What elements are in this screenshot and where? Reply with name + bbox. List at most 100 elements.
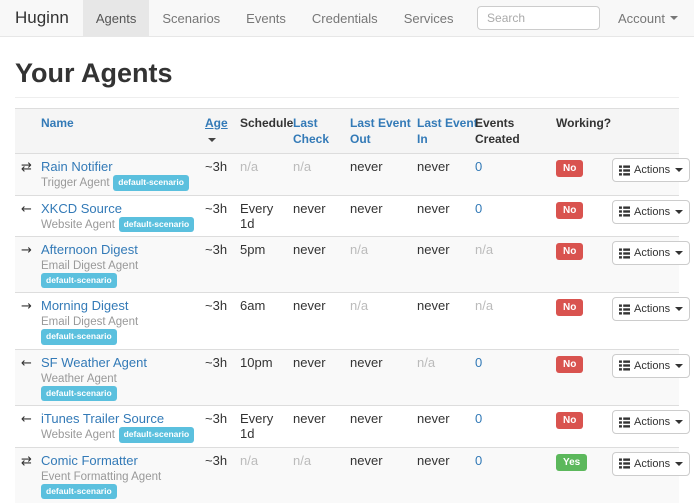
- nav-item-services[interactable]: Services: [403, 10, 454, 26]
- last-event-in-value: never: [417, 242, 450, 257]
- events-created-link[interactable]: 0: [475, 354, 483, 370]
- th-list-icon: [619, 304, 630, 315]
- agent-name-link[interactable]: Afternoon Digest: [41, 242, 138, 257]
- last-check-cell: never: [287, 405, 344, 448]
- arrow-right-icon: →: [21, 299, 32, 315]
- nav-item-agents[interactable]: Agents: [82, 0, 150, 36]
- agent-name-link[interactable]: Comic Formatter: [41, 452, 138, 468]
- search-input[interactable]: [477, 6, 601, 30]
- agent-type-line: Email Digest Agent default-scenario: [41, 258, 196, 289]
- th-list-icon: [619, 247, 630, 259]
- scenario-badge[interactable]: default-scenario: [41, 483, 117, 500]
- brand-link[interactable]: Huginn: [15, 8, 69, 27]
- working-cell: No: [550, 348, 610, 406]
- scenario-badge[interactable]: default-scenario: [113, 175, 189, 191]
- agent-name-link[interactable]: iTunes Trailer Source: [41, 411, 165, 427]
- agent-type-line: Trigger Agent default-scenario: [41, 175, 196, 191]
- name-cell: XKCD Source Website Agent default-scenari…: [35, 194, 199, 237]
- last-check-cell: never: [287, 194, 344, 237]
- actions-button[interactable]: Actions: [612, 410, 691, 435]
- arrow-left-icon: ←: [21, 201, 32, 217]
- th-list-icon: [619, 417, 630, 428]
- actions-button[interactable]: Actions: [612, 199, 691, 224]
- scenario-badge[interactable]: default-scenario: [41, 385, 117, 402]
- actions-button-label: Actions: [634, 247, 671, 259]
- column-header-name[interactable]: Name: [35, 107, 199, 155]
- actions-button[interactable]: Actions: [612, 451, 691, 476]
- column-header-last-check[interactable]: Last Check: [287, 107, 344, 155]
- nav-item-scenarios[interactable]: Scenarios: [162, 10, 221, 26]
- agent-type-line: Event Formatting Agent default-scenario: [41, 469, 196, 500]
- events-created-link[interactable]: 0: [475, 452, 483, 468]
- last-event-in-value: never: [417, 452, 450, 468]
- column-label-last-event-in: Last Event In: [417, 115, 478, 146]
- last-check-cell: n/a: [287, 153, 344, 196]
- name-cell: Afternoon Digest Email Digest Agent defau…: [35, 235, 199, 293]
- actions-button[interactable]: Actions: [612, 241, 691, 265]
- schedule-value: 10pm: [240, 354, 273, 370]
- events-created-link[interactable]: 0: [475, 159, 483, 175]
- agent-name-link[interactable]: Morning Digest: [41, 298, 129, 314]
- agent-name-link[interactable]: SF Weather Agent: [41, 354, 147, 370]
- actions-button[interactable]: Actions: [612, 297, 691, 322]
- actions-cell: Actions: [610, 348, 691, 406]
- column-header-age[interactable]: Age: [199, 107, 234, 155]
- age-cell: ~3h: [199, 348, 234, 406]
- working-cell: No: [550, 292, 610, 350]
- schedule-value: n/a: [240, 159, 259, 175]
- last-event-in-cell: never: [411, 405, 469, 448]
- agent-row: → Morning Digest Email Digest Agent defaul…: [15, 292, 691, 350]
- scenario-badge[interactable]: default-scenario: [41, 329, 117, 345]
- scenario-badge[interactable]: default-scenario: [118, 216, 195, 232]
- age-cell: ~3h: [199, 153, 234, 196]
- agent-row: ← XKCD Source Website Agent default-scenar…: [15, 194, 691, 237]
- last-event-in-value: n/a: [417, 354, 436, 370]
- agent-name-link[interactable]: Rain Notifier: [41, 159, 113, 175]
- divider: [15, 96, 679, 98]
- nav-item-events[interactable]: Events: [246, 10, 286, 26]
- direction-cell: →: [15, 235, 35, 293]
- actions-button-label: Actions: [634, 303, 671, 316]
- agent-name-link[interactable]: XKCD Source: [41, 200, 122, 216]
- direction-cell: ←: [15, 405, 35, 448]
- actions-button[interactable]: Actions: [612, 158, 691, 183]
- column-label-last-check: Last Check: [293, 115, 330, 146]
- transfer-icon: ⇄: [21, 160, 32, 176]
- scenario-badge[interactable]: default-scenario: [118, 427, 195, 443]
- last-event-out-value: n/a: [350, 242, 369, 257]
- last-event-in-cell: never: [411, 153, 469, 196]
- th-list-icon: [619, 206, 630, 217]
- working-cell: No: [550, 405, 610, 448]
- nav-item-credentials[interactable]: Credentials: [311, 10, 378, 26]
- last-event-out-cell: never: [344, 348, 411, 406]
- caret-down-icon: [675, 251, 684, 255]
- events-created-link[interactable]: 0: [475, 200, 483, 216]
- schedule-cell: 10pm: [234, 348, 287, 406]
- agents-table-body: ⇄ Rain Notifier Trigger Agent default-scen…: [15, 153, 691, 503]
- actions-button[interactable]: Actions: [612, 353, 691, 378]
- name-cell: iTunes Trailer Source Website Agent defau…: [35, 405, 199, 448]
- scenario-badge[interactable]: default-scenario: [41, 273, 117, 289]
- schedule-cell: n/a: [234, 153, 287, 196]
- last-event-out-value: never: [350, 452, 383, 468]
- events-created-value: n/a: [475, 242, 494, 257]
- direction-cell: ←: [15, 348, 35, 406]
- working-cell: No: [550, 153, 610, 196]
- last-event-out-value: never: [350, 200, 383, 216]
- chevron-down-icon: [670, 16, 678, 20]
- column-header-last-event-out[interactable]: Last Event Out: [344, 107, 411, 155]
- agent-type-label: Event Formatting Agent: [41, 470, 162, 483]
- direction-cell: ←: [15, 194, 35, 237]
- last-event-out-value: n/a: [350, 298, 369, 314]
- working-badge: No: [556, 160, 584, 178]
- last-event-out-cell: n/a: [344, 292, 411, 350]
- age-cell: ~3h: [199, 194, 234, 237]
- events-created-link[interactable]: 0: [475, 411, 483, 427]
- account-menu[interactable]: Account: [600, 11, 694, 26]
- agent-type-label: Weather Agent: [41, 372, 117, 385]
- schedule-value: 6am: [240, 298, 266, 314]
- column-header-last-event-in[interactable]: Last Event In: [411, 107, 478, 155]
- age-cell: ~3h: [199, 446, 234, 503]
- events-created-cell: 0: [469, 446, 550, 503]
- last-check-cell: n/a: [287, 446, 344, 503]
